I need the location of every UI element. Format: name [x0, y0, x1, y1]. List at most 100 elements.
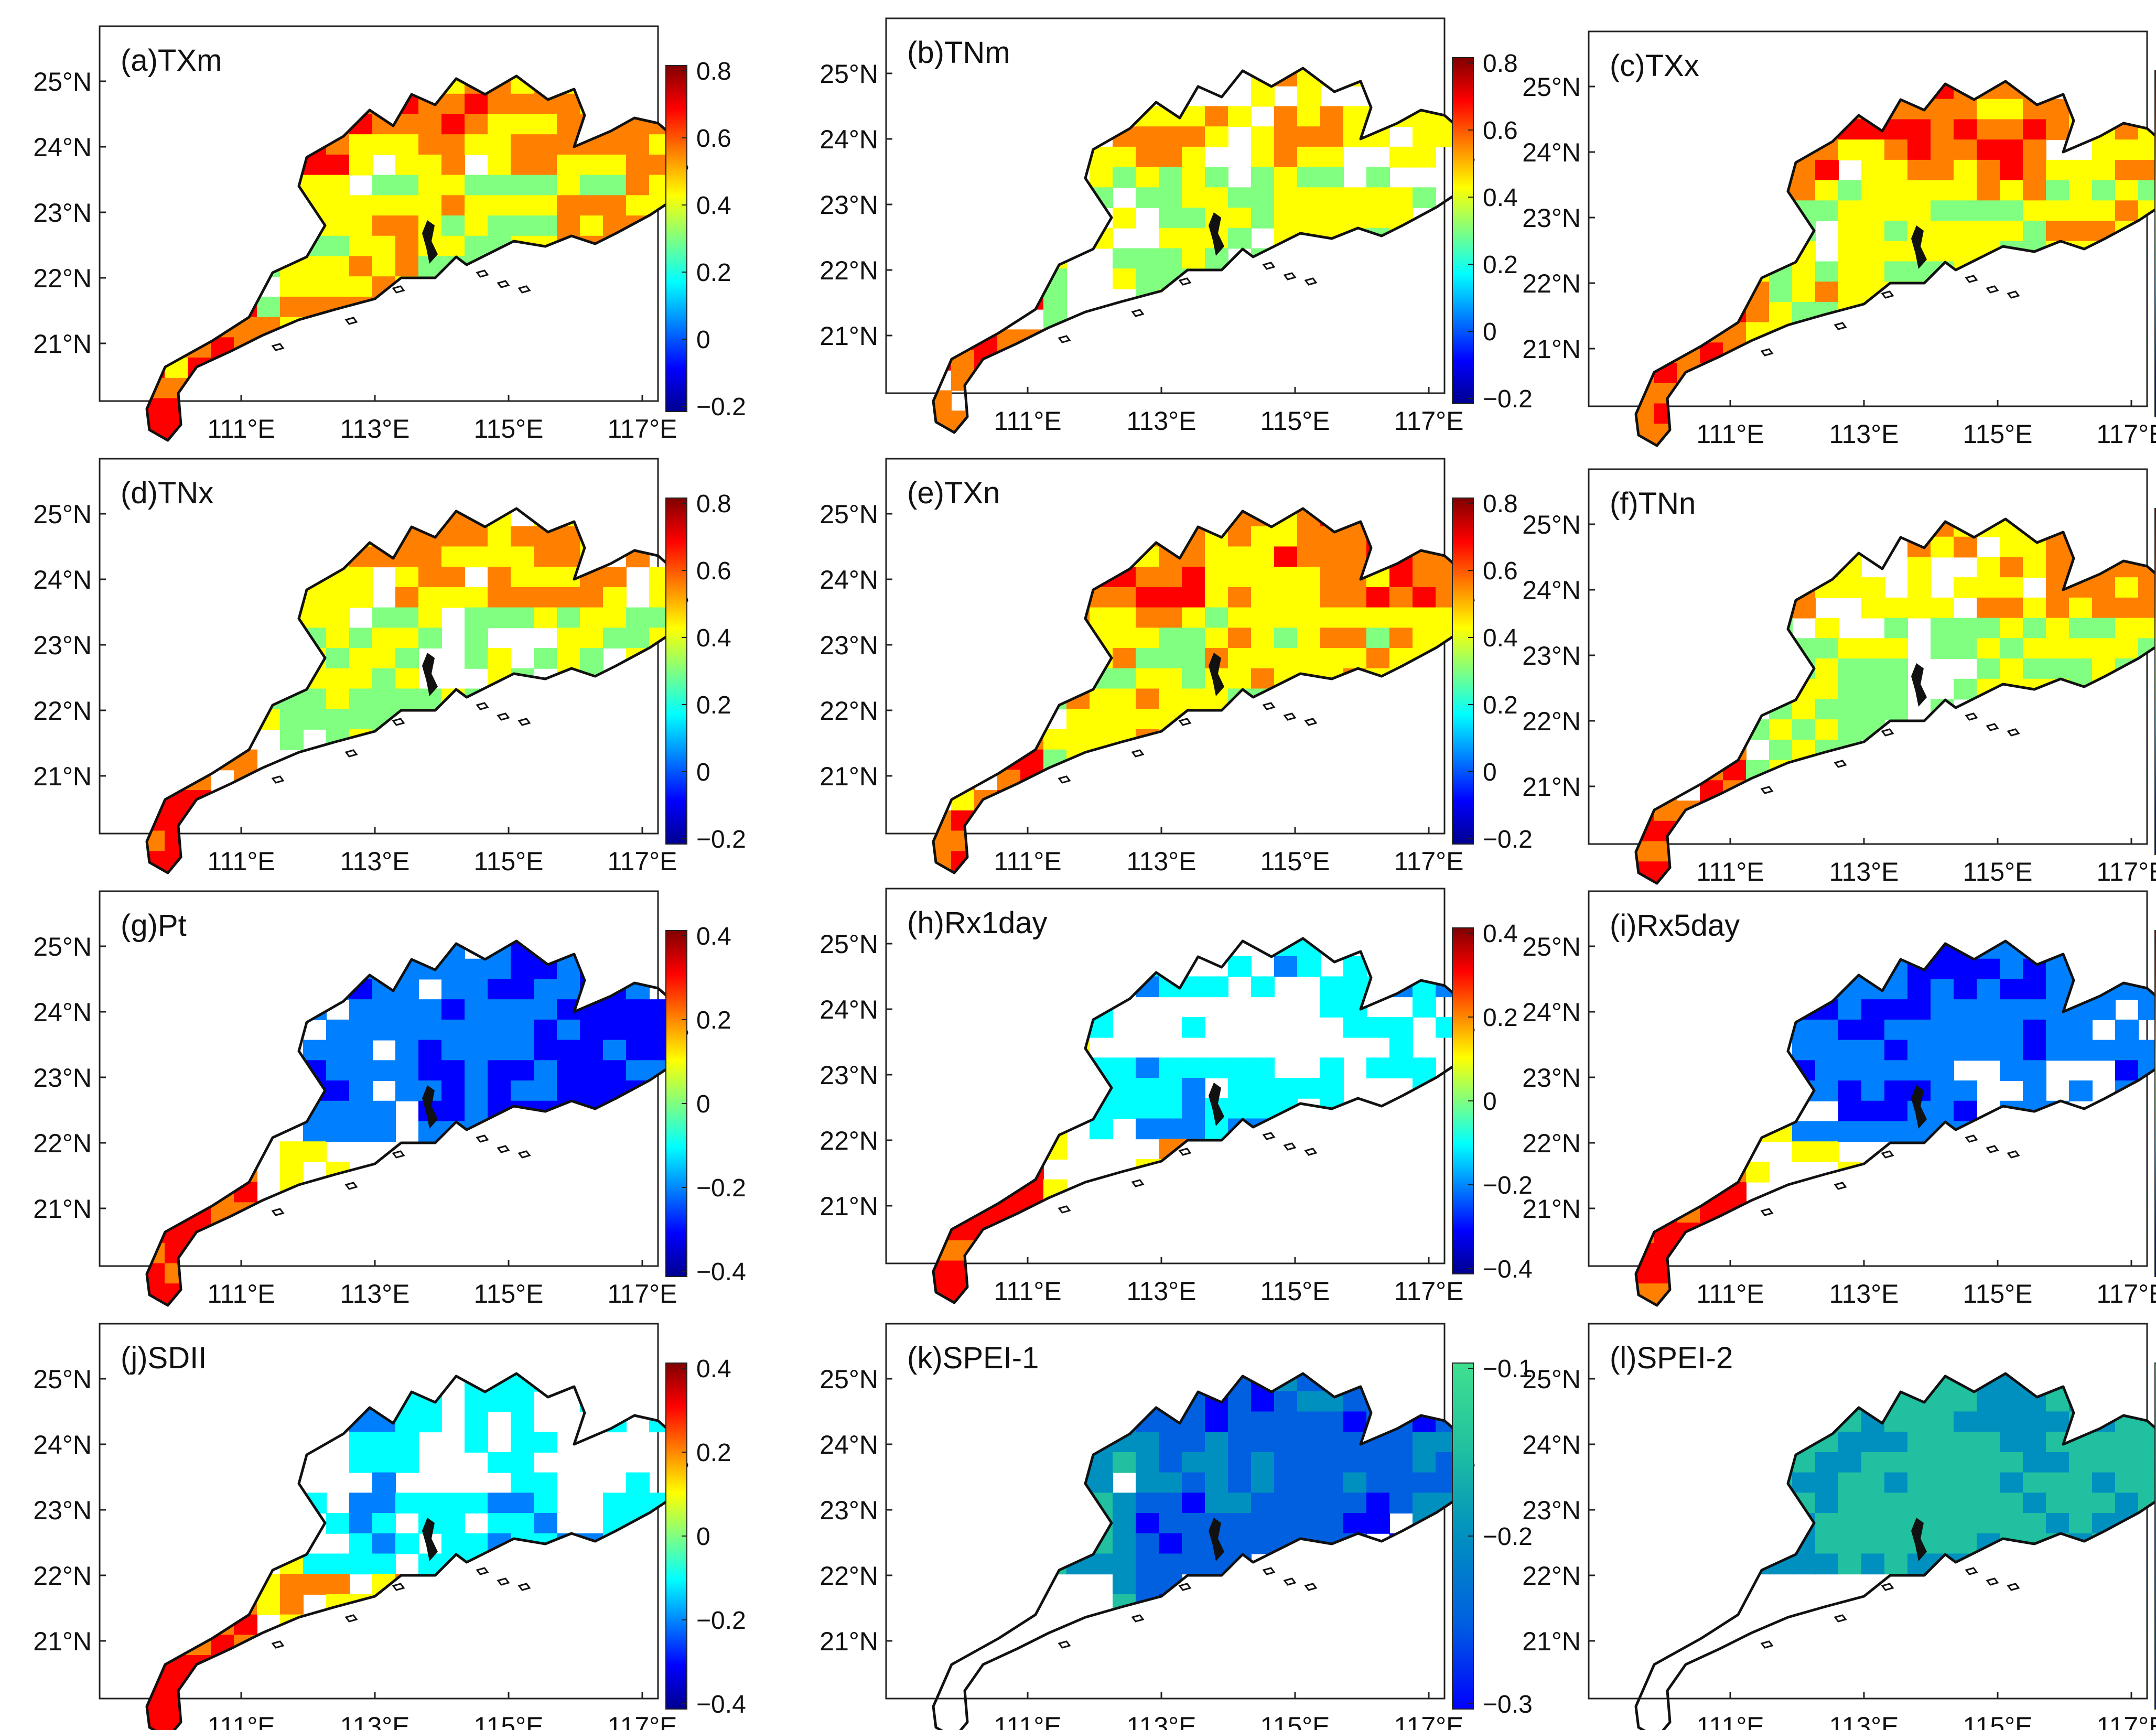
grid-cell [1320, 1118, 1344, 1140]
lat-tick-label: 22°N [820, 1561, 878, 1591]
grid-cell [1366, 790, 1390, 811]
grid-cell [326, 1202, 350, 1224]
grid-cell [1228, 1078, 1252, 1099]
grid-cell [1838, 241, 1862, 262]
grid-cell [372, 459, 396, 480]
grid-cell [234, 1141, 257, 1162]
grid-cell [1792, 1411, 1816, 1433]
grid-cell [1159, 892, 1182, 913]
grid-cell [718, 459, 742, 480]
grid-cell [1769, 739, 1793, 761]
grid-cell [1343, 709, 1367, 730]
grid-cell [1677, 699, 1700, 720]
grid-cell [372, 235, 396, 257]
grid-cell [511, 215, 534, 236]
grid-cell [2115, 1391, 2139, 1412]
grid-cell [1182, 1374, 1205, 1392]
grid-cell [1043, 309, 1067, 330]
grid-cell [1931, 1100, 1954, 1122]
grid-cell [257, 296, 281, 318]
grid-cell [1205, 790, 1228, 811]
grid-cell [2115, 1493, 2139, 1514]
grid-cell [933, 309, 952, 330]
grid-cell [1159, 648, 1182, 669]
grid-cell [1654, 638, 1677, 659]
panel-label: (g)Pt [121, 909, 187, 943]
grid-cell [165, 587, 188, 608]
grid-cell [1746, 1513, 1770, 1534]
grid-cell [1043, 688, 1067, 710]
colorbar-tick-label: −0.2 [1483, 1523, 1533, 1551]
grid-cell [326, 358, 350, 379]
grid-cell [1413, 1220, 1436, 1241]
grid-cell [1389, 567, 1413, 588]
grid-cell [1090, 1098, 1113, 1119]
grid-cell [1413, 1057, 1436, 1079]
grid-cell [257, 941, 281, 959]
grid-cell [418, 418, 442, 439]
grid-cell [465, 134, 488, 155]
grid-cell [603, 1374, 627, 1392]
grid-cell [511, 114, 534, 135]
grid-cell [2069, 444, 2093, 446]
panel-label: (c)TXx [1610, 49, 1699, 83]
grid-cell [1228, 288, 1252, 310]
grid-cell [1746, 678, 1770, 700]
lat-tick-label: 22°N [33, 1129, 92, 1158]
grid-cell [534, 790, 557, 811]
grid-cell [1182, 729, 1205, 750]
grid-cell [2023, 342, 2046, 364]
grid-cell [2115, 1141, 2139, 1162]
grid-cell [488, 337, 511, 359]
grid-cell [1884, 1493, 1908, 1514]
grid-cell [1861, 159, 1885, 181]
grid-cell [418, 509, 442, 527]
lat-tick-label: 21°N [1522, 772, 1581, 802]
colorbar-tick-label: 0.6 [696, 557, 731, 585]
grid-cell [395, 607, 419, 629]
grid-cell [2092, 739, 2116, 761]
grid-cell [1182, 648, 1205, 669]
grid-cell [1159, 146, 1182, 168]
grid-cell [2069, 999, 2093, 1020]
grid-cell [2115, 1161, 2139, 1183]
grid-cell [395, 1060, 419, 1082]
grid-cell [1861, 1324, 1885, 1345]
grid-cell [1815, 342, 1839, 364]
grid-cell [1931, 1223, 1954, 1244]
grid-cell [2092, 81, 2116, 100]
grid-cell [534, 134, 557, 155]
grid-cell [188, 317, 211, 338]
grid-cell [1228, 1432, 1252, 1453]
grid-cell [234, 546, 257, 568]
grid-cell [2046, 221, 2069, 242]
grid-cell [1136, 126, 1159, 147]
grid-cell [349, 215, 373, 236]
grid-cell [1090, 1553, 1113, 1575]
grid-cell [1159, 1391, 1182, 1412]
grid-cell [1343, 309, 1367, 330]
grid-cell [1954, 363, 1977, 384]
grid-cell [557, 1019, 580, 1041]
grid-cell [1274, 208, 1298, 229]
grid-cell [1066, 526, 1090, 547]
grid-cell [1654, 1141, 1677, 1162]
grid-cell [1113, 810, 1136, 831]
grid-cell [2115, 739, 2139, 761]
grid-cell [626, 999, 650, 1020]
grid-cell [372, 256, 396, 277]
grid-cell [649, 892, 673, 913]
grid-cell [257, 134, 281, 155]
grid-cell [1043, 288, 1067, 310]
grid-cell [1274, 607, 1298, 629]
grid-cell [188, 567, 211, 588]
grid-cell [1954, 1493, 1977, 1514]
colorbar-tick-label: 0 [696, 1090, 710, 1118]
grid-cell [2000, 801, 2023, 821]
grid-cell [1815, 282, 1839, 302]
grid-cell [1205, 587, 1228, 608]
grid-cell [280, 628, 304, 649]
